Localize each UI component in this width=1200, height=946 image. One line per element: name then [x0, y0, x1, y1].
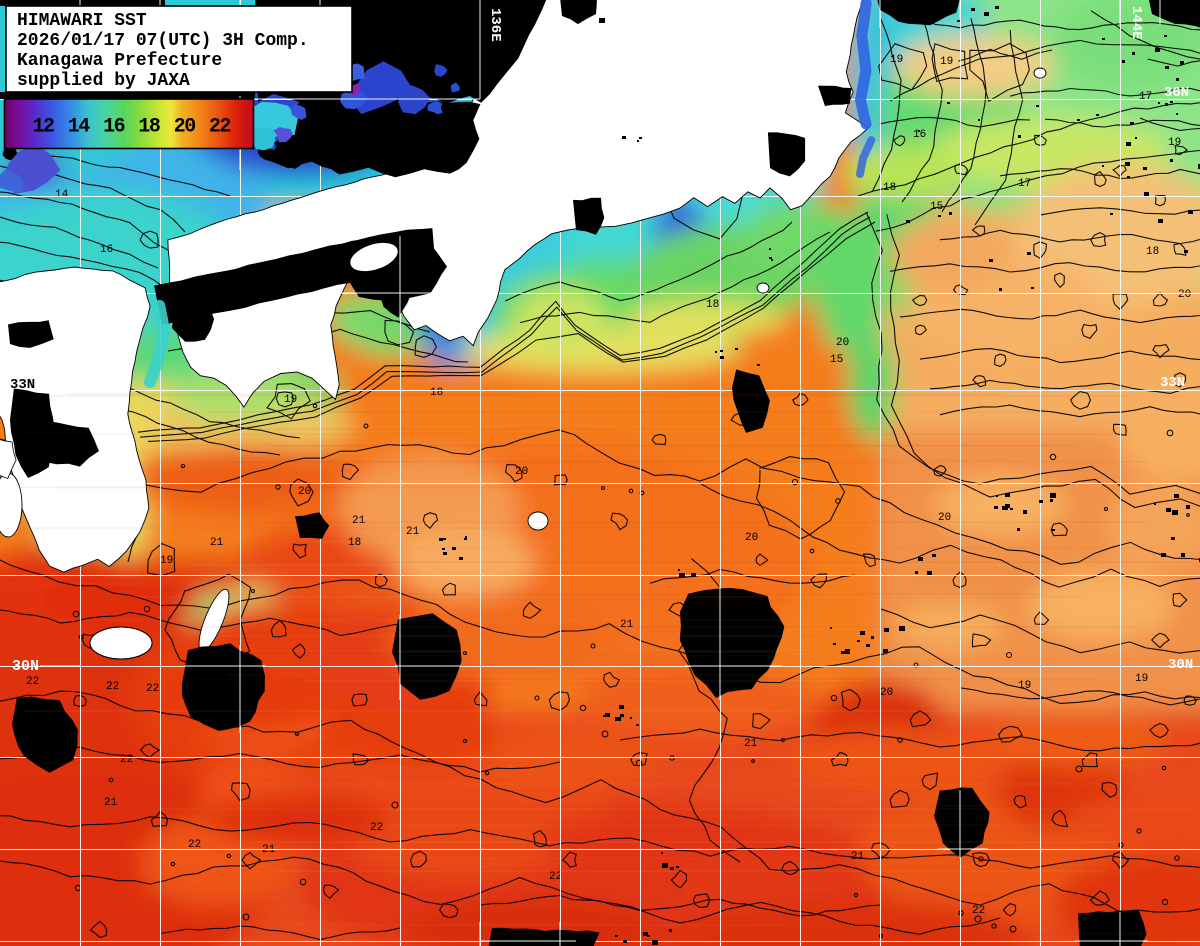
svg-text:14: 14	[68, 116, 91, 139]
svg-text:20: 20	[880, 687, 893, 699]
svg-text:21: 21	[744, 738, 758, 750]
svg-text:30N: 30N	[1168, 657, 1193, 673]
svg-text:2026/01/17 07(UTC) 3H Comp.: 2026/01/17 07(UTC) 3H Comp.	[17, 31, 309, 51]
svg-text:18: 18	[1146, 246, 1159, 258]
svg-text:136E: 136E	[487, 8, 503, 42]
svg-text:17: 17	[1018, 178, 1031, 190]
svg-text:12: 12	[32, 116, 54, 139]
svg-text:15: 15	[830, 354, 843, 366]
svg-text:22: 22	[106, 681, 119, 693]
svg-text:22: 22	[209, 116, 231, 139]
svg-text:HIMAWARI SST: HIMAWARI SST	[17, 11, 147, 31]
svg-text:20: 20	[298, 486, 311, 498]
svg-text:15: 15	[930, 201, 943, 213]
svg-text:21: 21	[406, 526, 420, 538]
svg-text:22: 22	[972, 905, 985, 917]
svg-text:22: 22	[26, 676, 39, 688]
svg-text:18: 18	[138, 116, 160, 139]
svg-text:21: 21	[210, 537, 224, 549]
svg-text:19: 19	[1168, 137, 1181, 149]
svg-text:16: 16	[913, 129, 926, 141]
svg-text:14: 14	[55, 189, 69, 201]
svg-text:144E: 144E	[1128, 6, 1144, 40]
svg-text:20: 20	[1178, 289, 1191, 301]
svg-text:20: 20	[515, 466, 528, 478]
svg-text:22: 22	[188, 839, 201, 851]
svg-text:22: 22	[370, 822, 383, 834]
svg-text:33N: 33N	[10, 377, 35, 393]
svg-text:19: 19	[1018, 680, 1031, 692]
svg-text:19: 19	[940, 56, 953, 68]
svg-text:36N: 36N	[1164, 85, 1189, 101]
svg-text:22: 22	[120, 754, 133, 766]
svg-text:33N: 33N	[1160, 375, 1185, 391]
svg-text:18: 18	[430, 387, 443, 399]
svg-text:Kanagawa Prefecture: Kanagawa Prefecture	[17, 51, 222, 71]
svg-text:20: 20	[174, 116, 196, 139]
svg-text:22: 22	[549, 871, 562, 883]
svg-text:18: 18	[706, 299, 719, 311]
svg-text:20: 20	[836, 337, 849, 349]
svg-text:30N: 30N	[12, 658, 39, 675]
svg-text:21: 21	[851, 851, 865, 863]
svg-text:19: 19	[160, 555, 173, 567]
svg-text:16: 16	[100, 244, 113, 256]
svg-text:22: 22	[146, 683, 159, 695]
svg-text:21: 21	[620, 619, 634, 631]
svg-text:20: 20	[938, 512, 951, 524]
svg-text:20: 20	[745, 532, 758, 544]
svg-text:supplied by JAXA: supplied by JAXA	[17, 71, 190, 91]
svg-text:19: 19	[890, 54, 903, 66]
svg-text:19: 19	[1135, 673, 1148, 685]
svg-text:19: 19	[284, 394, 297, 406]
svg-text:17: 17	[1139, 91, 1152, 103]
svg-text:18: 18	[348, 537, 361, 549]
svg-text:21: 21	[352, 515, 366, 527]
svg-text:21: 21	[104, 797, 118, 809]
svg-text:18: 18	[883, 182, 896, 194]
svg-text:16: 16	[103, 116, 125, 139]
